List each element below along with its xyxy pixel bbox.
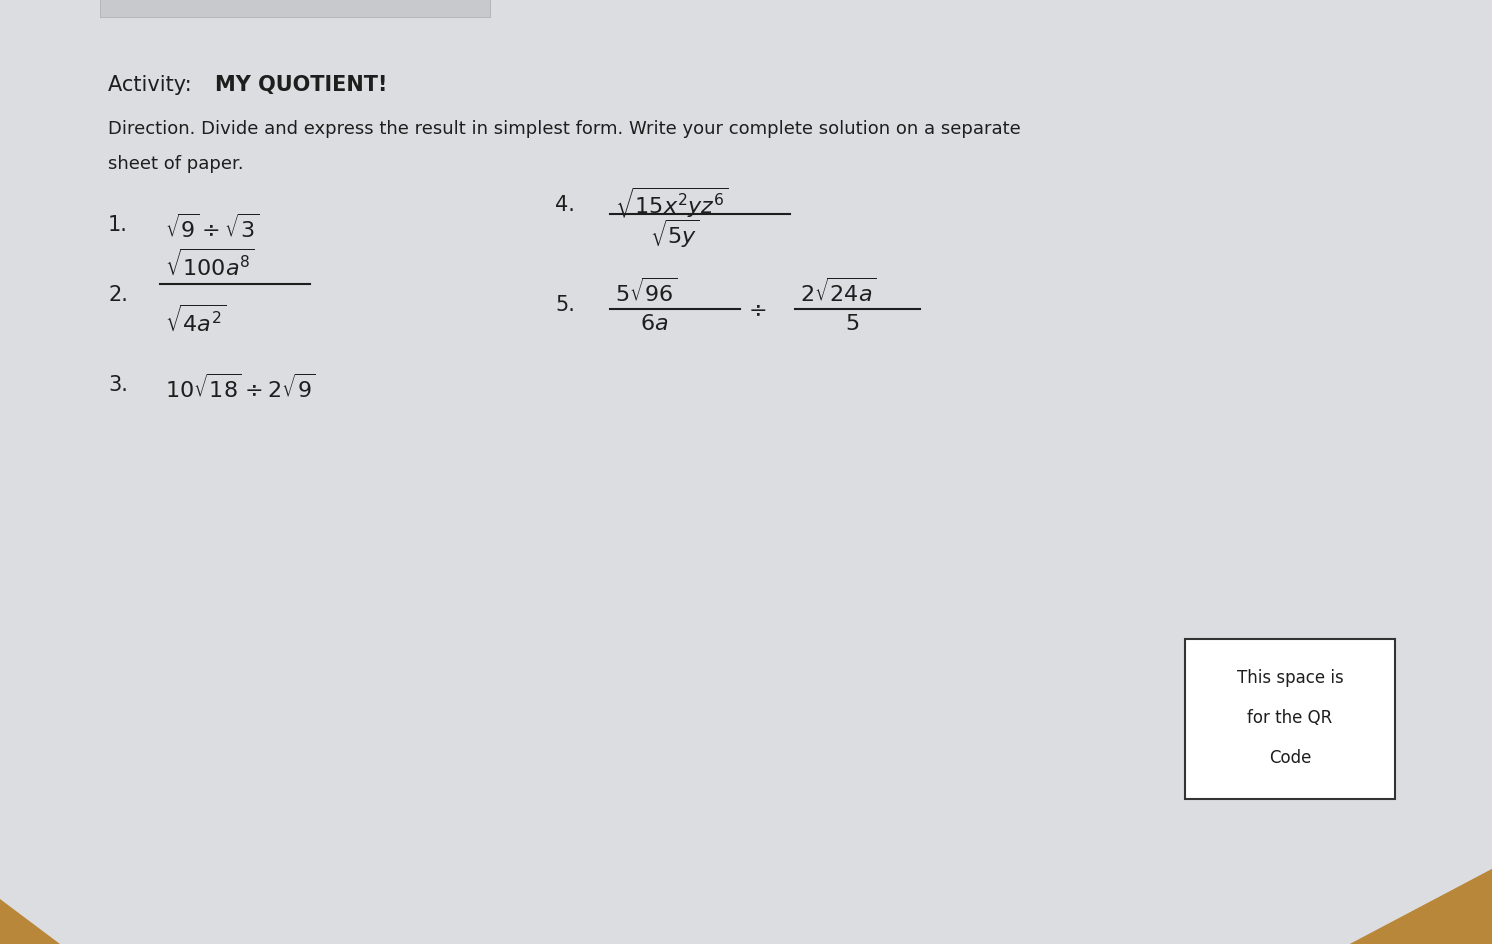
Text: for the QR: for the QR xyxy=(1247,708,1332,726)
Text: $\div$: $\div$ xyxy=(747,299,767,320)
Text: sheet of paper.: sheet of paper. xyxy=(107,155,243,173)
Text: $\sqrt{4a^2}$: $\sqrt{4a^2}$ xyxy=(166,305,227,336)
Polygon shape xyxy=(1350,869,1492,944)
Text: 5.: 5. xyxy=(555,295,574,314)
Text: $10\sqrt{18} \div 2\sqrt{9}$: $10\sqrt{18} \div 2\sqrt{9}$ xyxy=(166,373,316,401)
Polygon shape xyxy=(1185,639,1395,800)
Text: $\sqrt{100a^8}$: $\sqrt{100a^8}$ xyxy=(166,249,255,280)
Text: $5$: $5$ xyxy=(844,313,859,333)
Text: $5\sqrt{96}$: $5\sqrt{96}$ xyxy=(615,278,677,306)
Text: $\sqrt{9} \div \sqrt{3}$: $\sqrt{9} \div \sqrt{3}$ xyxy=(166,212,260,241)
Text: Activity:: Activity: xyxy=(107,75,204,95)
Text: 3.: 3. xyxy=(107,375,128,395)
Text: MY QUOTIENT!: MY QUOTIENT! xyxy=(215,75,388,95)
Text: This space is: This space is xyxy=(1237,668,1343,686)
Text: 2.: 2. xyxy=(107,285,128,305)
Polygon shape xyxy=(0,899,60,944)
Text: $\sqrt{15x^2yz^6}$: $\sqrt{15x^2yz^6}$ xyxy=(615,185,730,220)
Polygon shape xyxy=(100,0,489,18)
Text: Direction. Divide and express the result in simplest form. Write your complete s: Direction. Divide and express the result… xyxy=(107,120,1021,138)
Text: $\sqrt{5y}$: $\sqrt{5y}$ xyxy=(651,218,700,250)
Text: $2\sqrt{24a}$: $2\sqrt{24a}$ xyxy=(800,278,876,306)
Text: Code: Code xyxy=(1268,749,1311,767)
Text: $6a$: $6a$ xyxy=(640,313,668,333)
Text: 4.: 4. xyxy=(555,194,574,215)
Text: 1.: 1. xyxy=(107,215,128,235)
